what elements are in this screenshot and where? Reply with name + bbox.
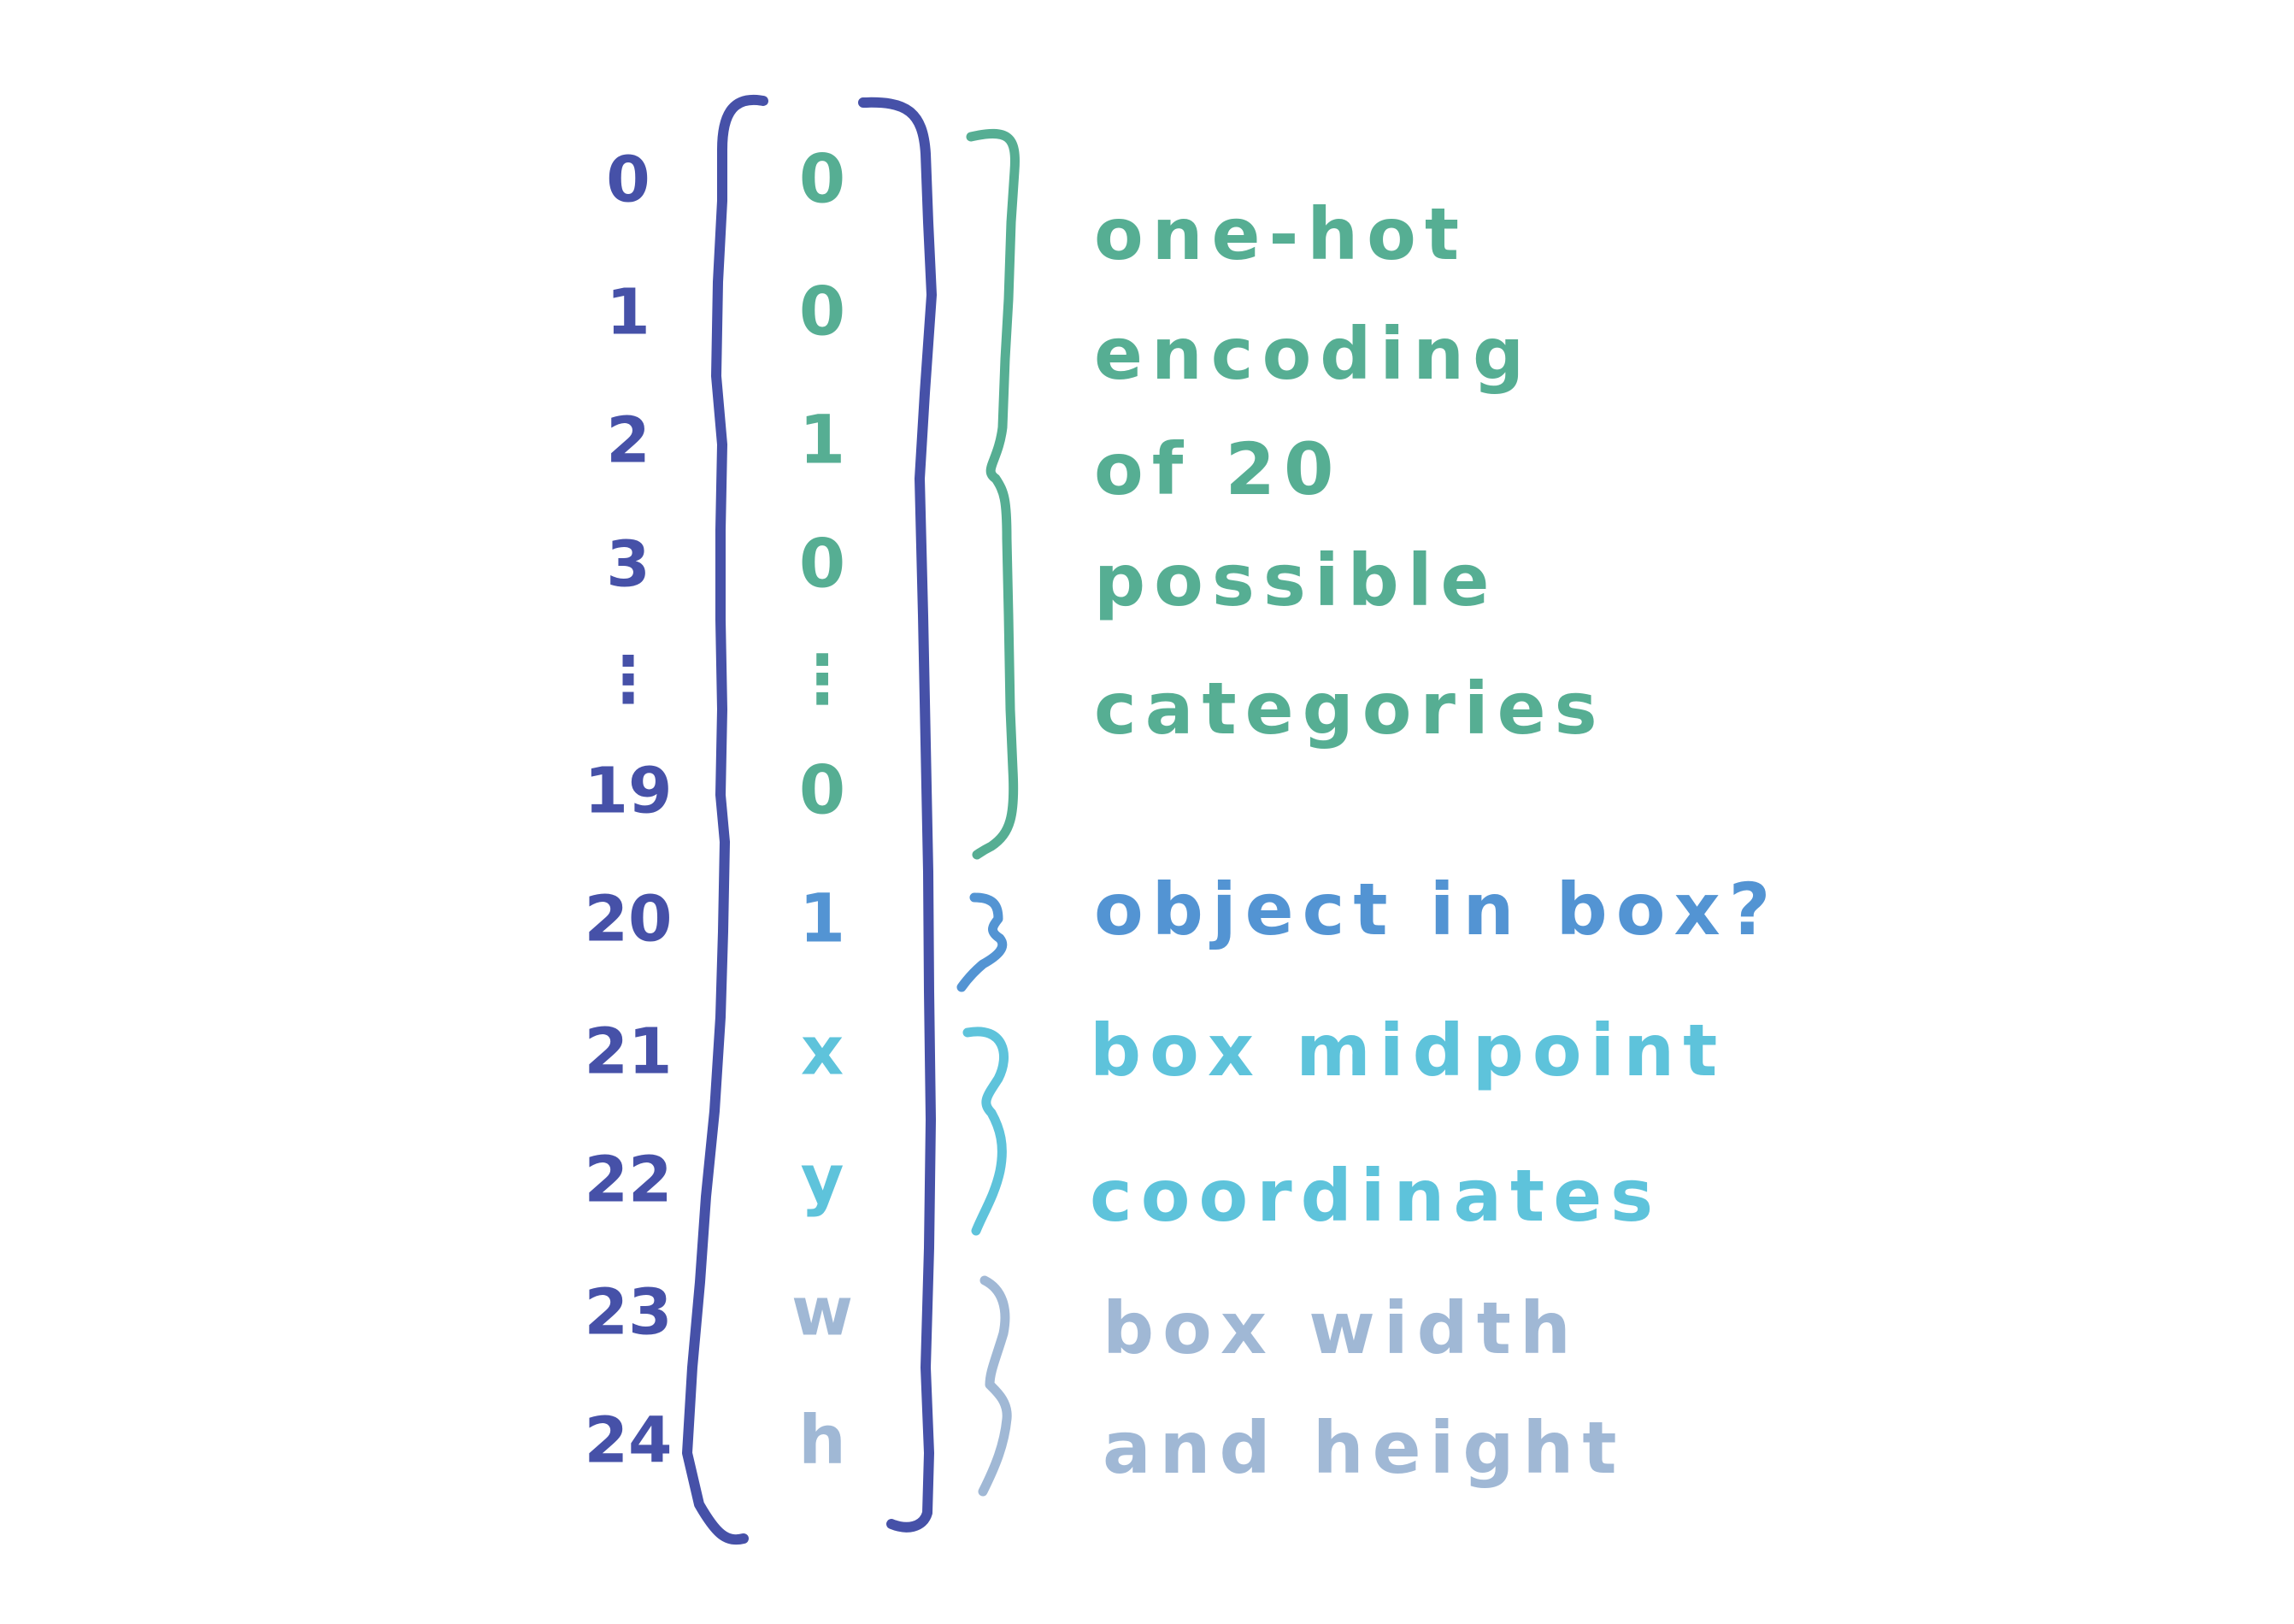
vector-value: 0 [799, 141, 845, 218]
vector-value: y [801, 1141, 844, 1218]
object-label: object in box? [1094, 868, 1779, 951]
midpoint-label: box midpoint coordinates [1090, 1009, 1726, 1238]
vector-value: 0 [799, 526, 845, 603]
categories-label: one-hot encoding of 20 possible categories [1094, 192, 1606, 750]
right-bracket [858, 97, 937, 1533]
midpoint-brace [962, 1027, 1009, 1236]
object-label-line: object in box? [1094, 868, 1779, 951]
vector-value: 0 [799, 752, 845, 829]
index-label: 20 [585, 883, 673, 956]
left-bracket [682, 94, 768, 1545]
index-label: 23 [585, 1276, 673, 1350]
vector-value: ⋮ [789, 641, 856, 718]
index-label: 19 [585, 755, 673, 828]
vector-value: 1 [799, 402, 845, 479]
categories-label-line: possible [1094, 538, 1498, 622]
vector-value: 1 [799, 880, 845, 957]
size-label-line: box width [1103, 1286, 1579, 1370]
label-groups: one-hot encoding of 20 possible categories ob… [1090, 192, 1779, 1490]
categories-label-line: categories [1094, 667, 1606, 750]
index-label: 1 [606, 276, 650, 350]
midpoint-label-line: box midpoint [1090, 1009, 1726, 1092]
midpoint-label-line: coordinates [1090, 1154, 1662, 1238]
size-label-line: and height [1103, 1406, 1626, 1490]
index-label: 24 [585, 1404, 673, 1478]
categories-brace [966, 128, 1020, 860]
categories-label-line: of 20 [1094, 427, 1342, 511]
categories-label-line: one-hot [1094, 192, 1468, 276]
index-label: 22 [585, 1144, 673, 1217]
categories-label-line: encoding [1094, 312, 1532, 396]
vector-value: w [791, 1274, 853, 1350]
size-label: box width and height [1103, 1286, 1626, 1490]
object-brace [956, 892, 1008, 992]
size-brace [978, 1275, 1012, 1497]
vector-value: h [798, 1402, 846, 1479]
index-label: 3 [606, 528, 650, 602]
vector-value: x [801, 1013, 844, 1090]
vector-value: 0 [799, 274, 845, 350]
index-label: 0 [606, 144, 650, 217]
index-label: ⋮ [597, 644, 660, 717]
index-label: 2 [606, 404, 650, 478]
index-label: 21 [585, 1015, 673, 1089]
